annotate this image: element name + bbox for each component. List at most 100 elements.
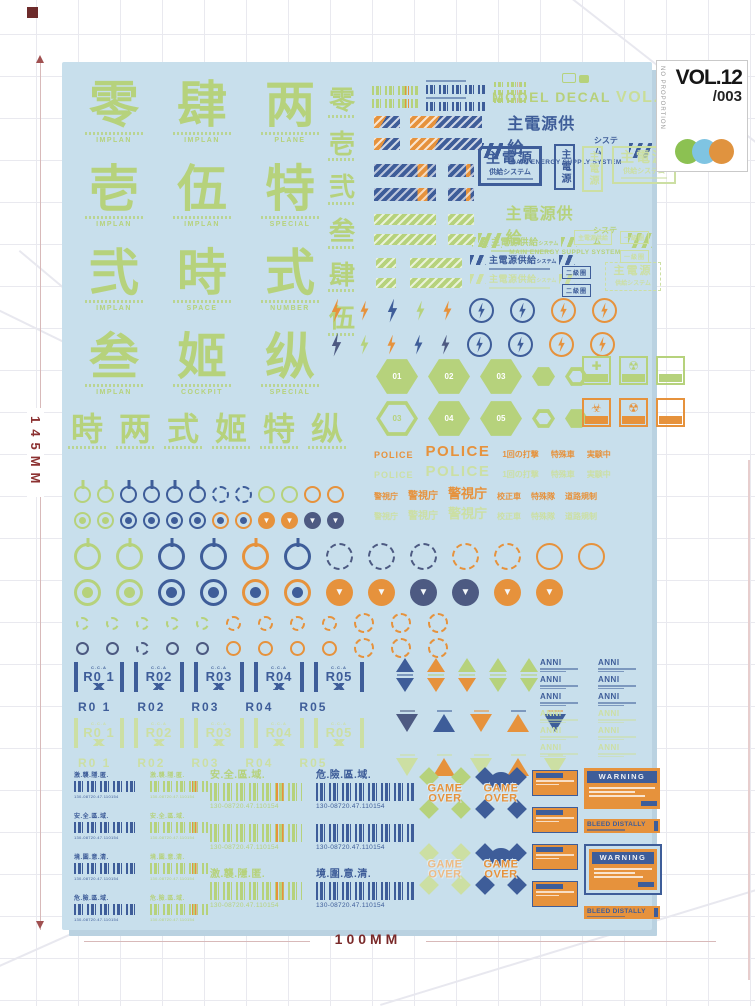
barcode-icon [74, 863, 138, 874]
product-photo-decal-sheet: { "colors":{"green":"#b6d27c","faded_gre… [0, 0, 755, 981]
ring-icon [322, 640, 337, 656]
micro-text-line [260, 446, 298, 450]
zone-barcode-block: 境.圍.意.清. 130-08720.47.110154 [316, 865, 414, 909]
kanji-tile-sm: 式 [164, 413, 202, 450]
energy-jp-label: 主電源供給 [505, 206, 574, 247]
blank-hazard-icon [656, 398, 685, 427]
skull-icon [490, 772, 512, 790]
anni-label: ANNI [540, 743, 588, 757]
skull-icon [490, 848, 512, 866]
warning-card-bordered: WARNING [584, 843, 662, 895]
blank-hazard-icon [656, 356, 685, 385]
r-badge-row: C.C.A R0 1 C.C.A R02 C.C.A R03 C.C.A R04 C.C… [74, 662, 364, 692]
stripe-bar-icon [376, 258, 396, 268]
ring-icon [281, 486, 298, 503]
kanji-glyph: 壱 [89, 161, 139, 217]
police-label: 特殊隊 [531, 512, 556, 521]
ring-icon [196, 641, 209, 655]
triangle-circle-icon [304, 512, 321, 529]
barcode-icon [74, 904, 138, 915]
dot-ring-icon [212, 512, 229, 529]
lightning-circle-icon [590, 332, 615, 357]
triangle-circle-icon [326, 579, 353, 606]
kanji-tile: 壱 IMPLAN [70, 161, 158, 250]
x-mark-icon [210, 683, 228, 690]
stripe-bar-icon [448, 214, 474, 225]
dashed-ring-icon [196, 616, 209, 630]
kanji-tile: 特 SPECIAL [246, 164, 334, 250]
dashed-ring-icon [166, 616, 179, 630]
dot-ring-icon [158, 579, 185, 606]
r-badge: C.C.A R03 [194, 718, 244, 748]
energy-en-label: MAIN ENERGY SUPPLY SYSTEM [510, 159, 622, 166]
kanji-tile-xs: 弐 [328, 175, 356, 206]
r-text-row: R0 1 R02 R03 R04 R05 [78, 700, 327, 714]
x-mark-icon [210, 739, 228, 746]
anni-label: ANNI [598, 709, 646, 723]
ring-icon [76, 641, 89, 655]
dot-ring-icon [242, 579, 269, 606]
micro-text-line [261, 131, 319, 135]
micro-text-line [85, 299, 143, 303]
circle-row [74, 512, 344, 529]
power-ring-icon [284, 543, 311, 570]
barcode-group-blue [426, 80, 486, 111]
dot-ring-icon [189, 512, 206, 529]
height-dimension-label: 145MM [27, 408, 44, 498]
stripe-bar-icon [410, 258, 462, 268]
micro-text-line [328, 245, 356, 249]
warning-title: WARNING [592, 851, 654, 864]
kanji-glyph: 零 [328, 85, 355, 115]
barcode-icon [150, 781, 208, 792]
r-label: R02 [137, 700, 166, 714]
micro-text-line [621, 177, 667, 179]
dashed-ring-icon [354, 613, 374, 633]
anni-label: ANNI [598, 726, 646, 740]
lightning-circle-icon [469, 298, 494, 323]
micro-text-line [489, 268, 550, 270]
kanji-tile-xs: 零 [328, 85, 356, 118]
anni-label: ANNI [540, 726, 588, 740]
triangle-badge-icon [433, 754, 455, 776]
hazard-square-row: ☣ ☢ [582, 398, 685, 427]
color-dots [674, 139, 734, 164]
kanji-glyph: 弐 [89, 245, 139, 301]
dashed-ring-icon [391, 638, 411, 658]
energy-en-label: MAIN ENERGY SUPPLY SYSTEM [509, 249, 621, 256]
kanji-sub: NUMBER [270, 304, 310, 312]
sheet-title-brand: MODEL DECAL [492, 89, 611, 105]
gameover-skull-decal: GAME OVER [419, 843, 471, 895]
dashed-ring-icon [428, 613, 448, 633]
power-ring-icon [74, 543, 101, 570]
hexagon-icon: 02 [428, 359, 470, 394]
kanji-glyph: 叁 [89, 329, 139, 385]
biohazard-icon: ☣ [582, 398, 611, 427]
r-label: R03 [191, 756, 220, 770]
zone-barcode-column: 激.襲.隱.匿. 130-08720.47.110154 安.全.區.域. 130-… [150, 770, 208, 922]
kanji-tile: 肆 IMPLAN [158, 80, 246, 166]
triangle-circle-icon [327, 512, 344, 529]
barcode-icon [210, 783, 302, 801]
grade-tag: 二級圈 [562, 284, 592, 297]
barcode-icon [210, 824, 302, 842]
triangle-circle-icon [452, 579, 479, 606]
zone-barcode-block: 危.險.區.域. 130-08720.47.110154 [74, 893, 138, 922]
hazard-chip-icon [374, 138, 400, 150]
zone-barcode-block: 130-08720.47.110154 [210, 824, 302, 851]
slash-stripes-icon [470, 273, 486, 284]
zone-barcode-column: 激.襲.隱.匿. 130-08720.47.110154 安.全.區.域. 130-… [74, 770, 138, 922]
zone-barcode-block: 危.險.區.域. 130-08720.47.110154 [316, 766, 414, 810]
dot-ring-icon [116, 579, 143, 606]
lightning-icon [443, 300, 452, 321]
zone-barcode-block: 激.襲.隱.匿. 130-08720.47.110154 [150, 770, 208, 799]
anni-label: ANNI [598, 658, 646, 672]
footer-chip [638, 881, 654, 887]
brand-logo [562, 70, 589, 88]
lightning-icon [331, 332, 342, 357]
kanji-glyph: 肆 [328, 259, 355, 290]
banner-text: 主電源供給システム [489, 269, 556, 289]
gameover-text: GAME OVER [483, 782, 519, 805]
stripe-bar-icon [374, 214, 436, 225]
micro-text-line [116, 446, 154, 450]
zone-barcode-block: 境.圍.意.清. 130-08720.47.110154 [150, 852, 208, 881]
